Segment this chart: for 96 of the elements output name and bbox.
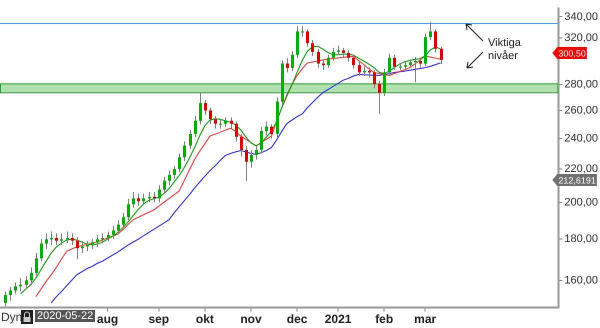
candlestick — [35, 252, 38, 276]
text: 212,6191 — [558, 175, 596, 186]
candlestick — [45, 232, 48, 250]
candlestick — [189, 129, 192, 150]
y-tick-label: 320,00 — [564, 32, 598, 44]
y-tick-label: 280,00 — [564, 78, 598, 91]
candlestick — [429, 22, 432, 41]
text: 2020-05-22 — [35, 310, 96, 322]
candlestick — [255, 145, 258, 160]
candlestick — [240, 134, 243, 157]
candlestick — [30, 266, 33, 286]
x-tick-label: aug — [96, 312, 118, 326]
candlestick — [265, 120, 268, 136]
candlestick — [107, 230, 110, 242]
candlestick — [19, 278, 22, 292]
candlestick — [286, 58, 289, 73]
candlestick — [4, 290, 7, 307]
candlestick — [337, 45, 340, 56]
x-tick-label: okt — [196, 312, 214, 326]
candlestick — [363, 66, 366, 76]
candlestick — [158, 184, 161, 203]
x-tick-label: 2021 — [324, 312, 352, 326]
y-tick-label: 200,00 — [564, 196, 598, 208]
candlestick — [66, 230, 69, 244]
candlestick — [199, 92, 202, 125]
candlestick — [112, 225, 115, 240]
y-tick-label: 340,00 — [564, 10, 598, 23]
candlestick — [71, 232, 74, 246]
candlestick — [148, 191, 151, 203]
candlestick — [76, 236, 79, 260]
candlestick — [219, 118, 222, 129]
x-tick-label: dec — [286, 312, 308, 326]
candlestick — [86, 240, 89, 252]
y-tick-label: 180,00 — [564, 233, 598, 246]
candlestick — [9, 286, 12, 302]
candlestick — [132, 191, 135, 208]
x-tick-label: sep — [148, 312, 170, 326]
candlestick — [291, 50, 294, 72]
y-tick-label: 220,00 — [564, 163, 598, 175]
x-tick-label: feb — [375, 312, 394, 326]
candlestick — [153, 191, 156, 203]
candlestick — [96, 234, 99, 248]
candlestick — [50, 230, 53, 246]
candlestick — [178, 152, 181, 173]
y-tick-label: 260,00 — [564, 104, 598, 117]
candlestick — [270, 124, 273, 140]
text: Viktiga nivåer — [488, 37, 522, 62]
candlestick — [358, 61, 361, 76]
candlestick — [25, 275, 28, 290]
candlestick — [342, 47, 345, 58]
candlestick — [245, 145, 248, 182]
candlestick — [352, 54, 355, 70]
candlestick — [306, 28, 309, 48]
candlestick — [393, 54, 396, 70]
candlestick — [250, 150, 253, 168]
candlestick — [301, 26, 304, 38]
candlestick — [142, 193, 145, 205]
candlestick — [317, 48, 320, 68]
candlestick — [383, 68, 386, 97]
candlestick — [168, 170, 171, 186]
text: 300,50 — [558, 48, 586, 58]
y-tick-label: 240,00 — [564, 132, 598, 145]
candlestick — [214, 115, 217, 129]
candlestick — [204, 99, 207, 116]
candlestick — [137, 193, 140, 206]
candlestick — [332, 47, 335, 62]
y-tick-label: 160,00 — [564, 274, 598, 286]
candlestick — [173, 165, 176, 180]
candlestick — [414, 56, 417, 83]
x-tick-label: nov — [240, 312, 262, 326]
candlestick — [322, 60, 325, 70]
x-tick-label: mar — [414, 312, 437, 326]
candlestick — [117, 220, 120, 234]
candlestick — [440, 46, 443, 65]
candlestick — [122, 212, 125, 228]
candlestick — [14, 282, 17, 294]
candlestick — [194, 115, 197, 138]
candlestick — [296, 26, 299, 59]
candlestick — [368, 67, 371, 78]
candlestick — [434, 28, 437, 53]
candlestick — [183, 140, 186, 162]
candlestick — [101, 232, 104, 244]
candlestick — [327, 54, 330, 68]
candlestick — [55, 232, 58, 246]
candlestick — [311, 40, 314, 56]
candlestick — [127, 198, 130, 221]
candlestick — [378, 80, 381, 114]
candlestick — [235, 120, 238, 142]
candlestick — [373, 69, 376, 89]
candlestick — [91, 238, 94, 250]
candlestick — [347, 50, 350, 62]
candlestick — [388, 53, 391, 76]
candlestick — [40, 238, 43, 262]
candlestick — [260, 126, 263, 154]
candlestick — [209, 107, 212, 125]
candlestick — [163, 176, 166, 194]
